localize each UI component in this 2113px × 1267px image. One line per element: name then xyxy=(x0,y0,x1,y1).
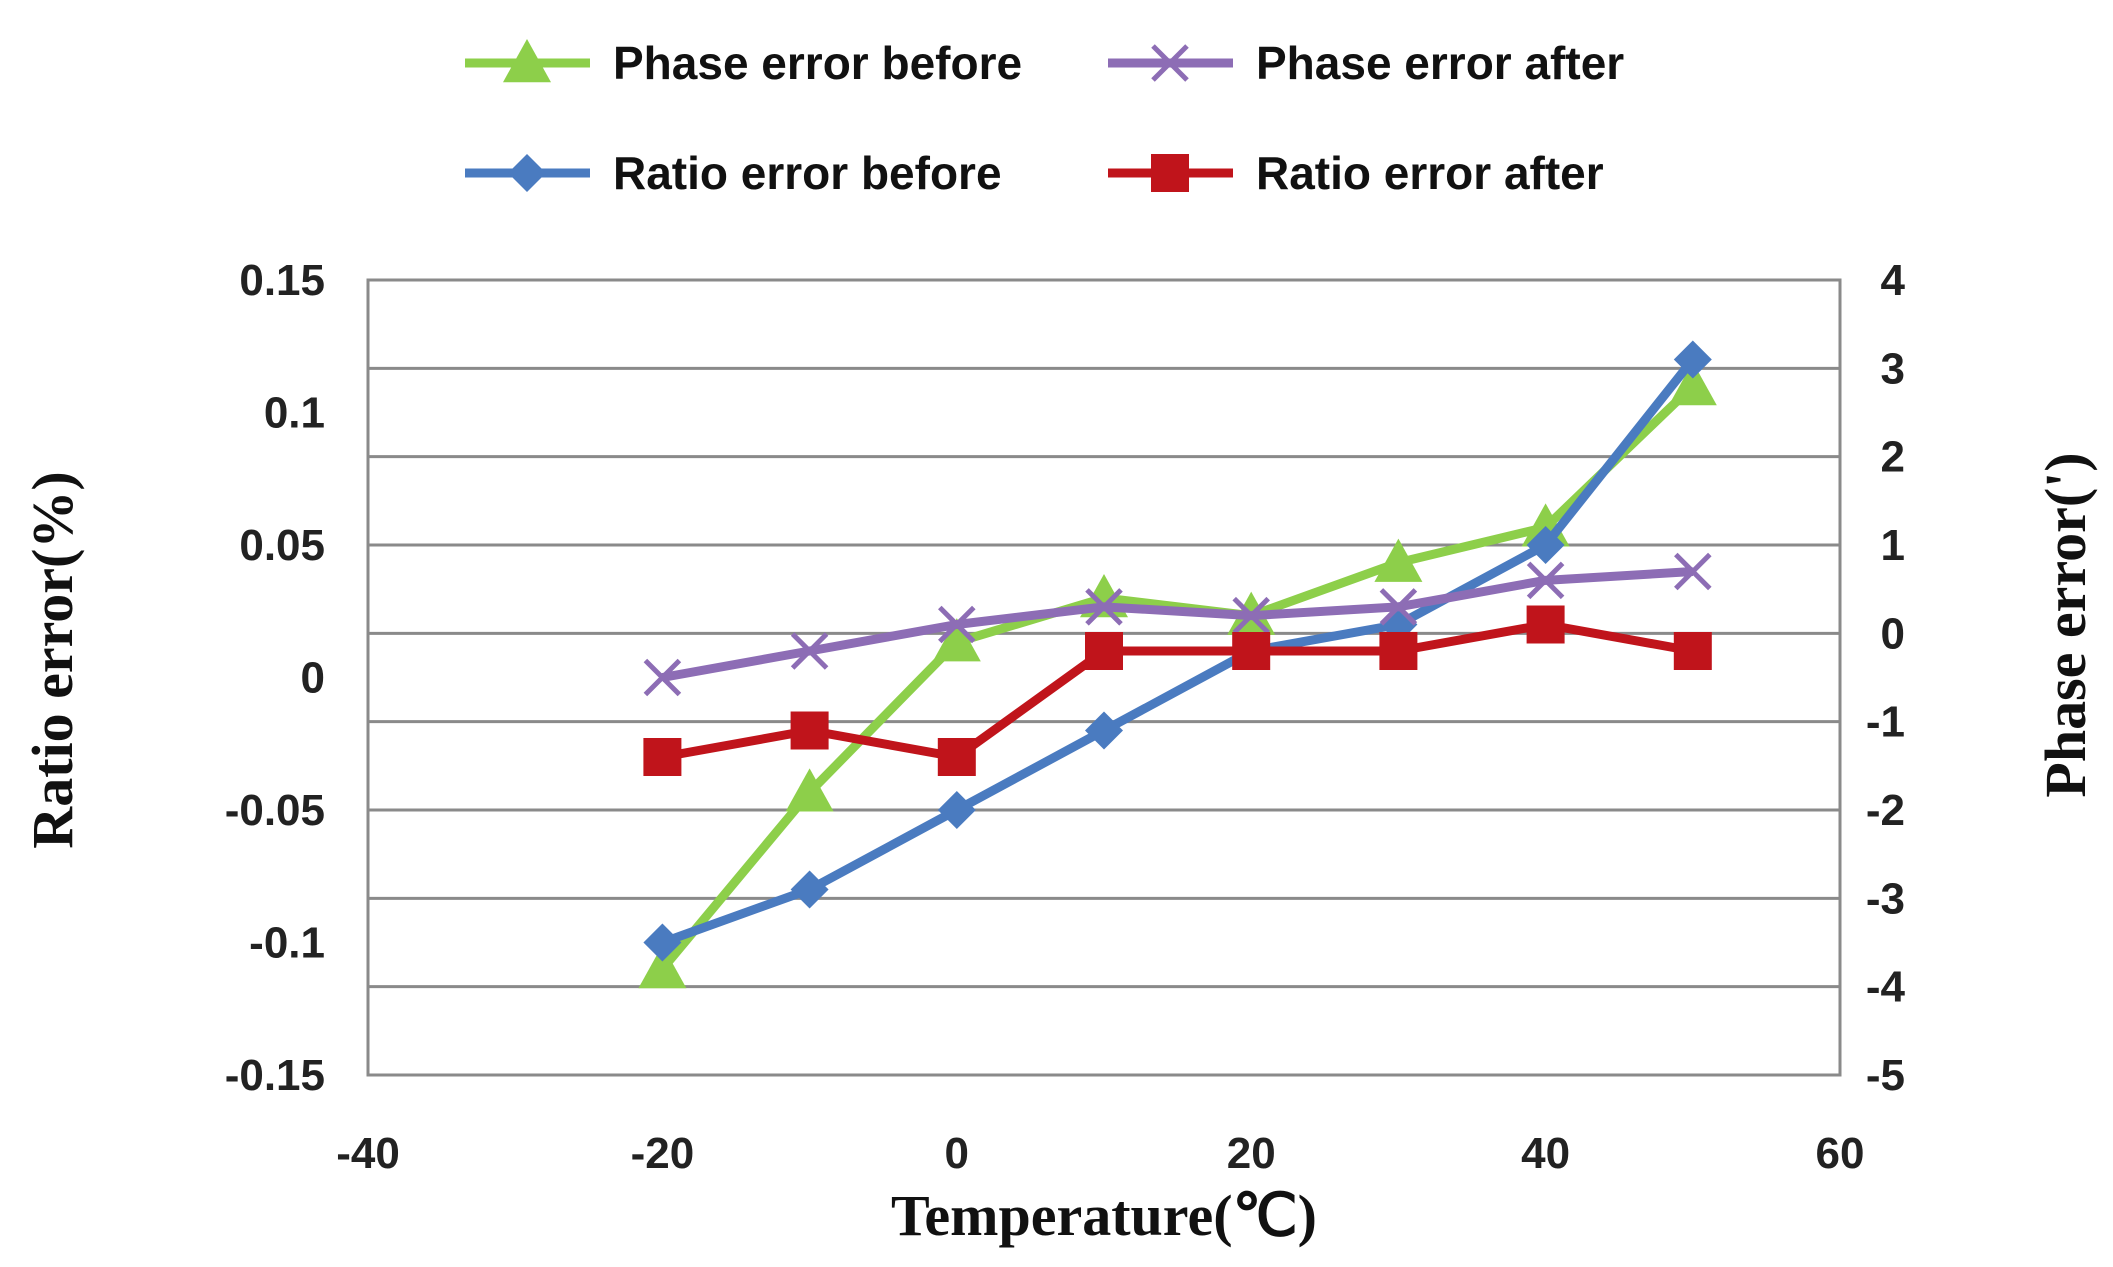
data-point xyxy=(937,791,976,829)
data-point xyxy=(1232,596,1270,635)
y2-tick-label: 1 xyxy=(1881,521,1905,570)
data-point xyxy=(1232,632,1271,670)
y2-tick-label: 2 xyxy=(1881,433,1905,482)
data-point xyxy=(1526,605,1565,644)
series-ratio-error-after xyxy=(643,605,1712,776)
y2-tick-label: -3 xyxy=(1866,874,1905,923)
legend-item-ratio-error-after: Ratio error after xyxy=(1108,147,1604,199)
data-point xyxy=(1085,588,1123,626)
y2-tick-label: 3 xyxy=(1881,344,1905,393)
y-tick-label: 0.1 xyxy=(264,389,325,438)
series-line-ratio-error-after xyxy=(661,620,1694,762)
legend-item-ratio-error-before: Ratio error before xyxy=(465,147,1002,199)
y2-tick-label: -1 xyxy=(1866,698,1905,747)
data-point xyxy=(932,618,981,662)
data-point xyxy=(1374,538,1423,582)
legend-label: Phase error before xyxy=(613,37,1022,89)
y2-tick-label: -2 xyxy=(1866,786,1905,835)
legend-label: Ratio error before xyxy=(613,147,1002,199)
data-point xyxy=(790,711,829,750)
gridlines xyxy=(368,278,1840,1077)
legend-marker xyxy=(508,154,546,192)
data-point xyxy=(1379,632,1418,670)
legend-label: Ratio error after xyxy=(1256,147,1604,199)
data-point xyxy=(790,632,829,670)
data-point xyxy=(1668,362,1717,406)
y-tick-label: -0.15 xyxy=(225,1051,325,1100)
data-point xyxy=(1526,526,1565,564)
legend-label: Phase error after xyxy=(1256,37,1624,89)
data-point xyxy=(1085,632,1123,670)
data-point xyxy=(1674,552,1712,591)
x-tick-label: -20 xyxy=(631,1129,695,1178)
y-tick-label: -0.05 xyxy=(225,786,325,835)
x-tick-label: 0 xyxy=(945,1129,969,1178)
series-line-ratio-error-before xyxy=(660,356,1697,947)
plot-area xyxy=(366,278,1842,1077)
legend-item-phase-error-after: Phase error after xyxy=(1108,37,1624,89)
y2-tick-label: -4 xyxy=(1866,963,1906,1012)
x-axis-ticks: -40 -20 0 20 40 60 xyxy=(336,1129,1864,1178)
data-point xyxy=(643,658,682,697)
x-tick-label: 20 xyxy=(1227,1129,1276,1178)
data-point xyxy=(643,923,682,962)
y2-axis-title: Phase error(') xyxy=(2033,452,2098,797)
y-tick-label: 0.05 xyxy=(239,521,325,570)
right-y-axis-ticks: 4 3 2 1 0 -1 -2 -3 -4 -5 xyxy=(1866,256,1906,1100)
series-layer xyxy=(638,340,1717,989)
x-tick-label: 60 xyxy=(1816,1129,1865,1178)
left-y-axis-ticks: 0.15 0.1 0.05 0 -0.05 -0.1 -0.15 xyxy=(225,256,325,1100)
x-axis-title: Temperature(℃) xyxy=(891,1183,1317,1248)
series-phase-error-before xyxy=(638,362,1717,989)
data-point xyxy=(643,738,682,776)
y2-tick-label: -5 xyxy=(1866,1051,1905,1100)
y2-tick-label: 4 xyxy=(1881,256,1906,305)
legend-marker xyxy=(503,39,551,83)
data-point xyxy=(937,738,976,776)
data-point xyxy=(1526,561,1565,600)
x-tick-label: 40 xyxy=(1521,1129,1570,1178)
y-tick-label: 0.15 xyxy=(239,256,325,305)
data-point xyxy=(1085,711,1123,750)
legend-marker xyxy=(1151,44,1189,82)
y-axis-title: Ratio error(%) xyxy=(20,471,85,848)
data-point xyxy=(1673,340,1712,379)
data-point xyxy=(1673,632,1712,670)
data-point xyxy=(785,768,834,812)
data-point xyxy=(638,945,687,989)
data-point xyxy=(790,870,829,909)
y-tick-label: 0 xyxy=(301,654,325,703)
series-line-phase-error-after xyxy=(661,567,1694,682)
series-phase-error-after xyxy=(643,552,1712,697)
y2-tick-label: 0 xyxy=(1881,609,1905,658)
data-point xyxy=(1379,588,1418,626)
data-point xyxy=(938,605,976,644)
x-tick-label: -40 xyxy=(336,1129,400,1178)
y-tick-label: -0.1 xyxy=(249,919,325,968)
legend-item-phase-error-before: Phase error before xyxy=(465,37,1022,89)
legend-marker xyxy=(1151,154,1189,192)
legend: Phase error before Phase error after Ratio… xyxy=(465,37,1624,199)
